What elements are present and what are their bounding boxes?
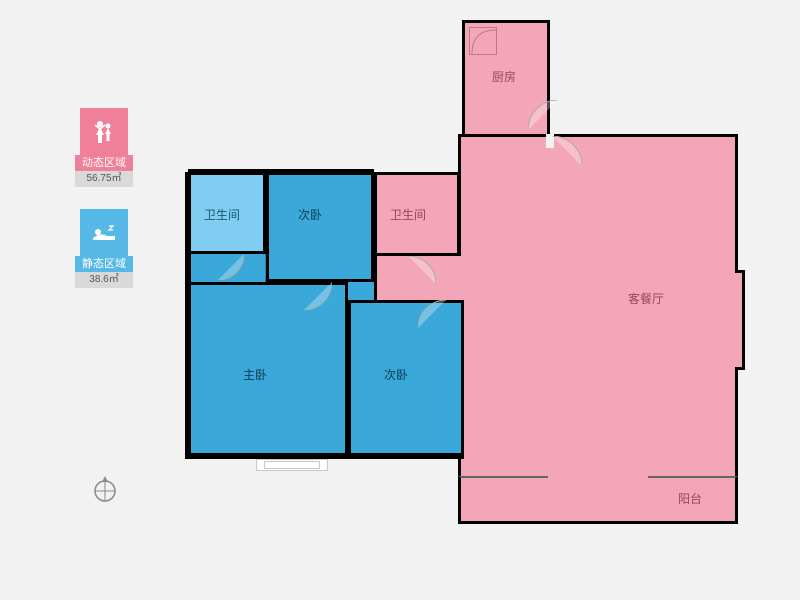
legend: 动态区域 56.75㎡ 静态区域 38.6㎡ bbox=[75, 108, 133, 310]
room-second-bed-bottom bbox=[348, 300, 464, 456]
window-master-inner bbox=[264, 461, 320, 469]
legend-dynamic-value: 56.75㎡ bbox=[75, 171, 133, 187]
floorplan: 厨房 阳台 客餐厅 卫生间 卫生间 次卧 主卧 次卧 bbox=[188, 20, 748, 560]
people-icon bbox=[80, 108, 128, 156]
hallway-opening bbox=[458, 260, 464, 296]
legend-dynamic-label: 动态区域 bbox=[75, 155, 133, 171]
outer-wall-top-blue bbox=[188, 169, 374, 175]
door-arc-bath-left bbox=[218, 254, 244, 280]
door-arc-bath-right bbox=[408, 256, 436, 284]
room-second-bed-top bbox=[266, 172, 374, 282]
balcony-door-opening bbox=[548, 474, 648, 480]
legend-dynamic: 动态区域 56.75㎡ bbox=[75, 108, 133, 187]
door-arc-kitchen bbox=[528, 100, 558, 130]
legend-static-value: 38.6㎡ bbox=[75, 272, 133, 288]
blue-corridor bbox=[348, 282, 374, 300]
room-living bbox=[458, 134, 738, 476]
room-balcony bbox=[458, 476, 738, 524]
door-arc-entry bbox=[552, 136, 582, 166]
sleep-icon bbox=[80, 209, 128, 257]
door-arc-second-bottom bbox=[418, 300, 446, 328]
door-arc-second-top bbox=[304, 282, 332, 310]
legend-static-label: 静态区域 bbox=[75, 256, 133, 272]
kitchen-fixture bbox=[469, 27, 497, 55]
living-right-bump bbox=[735, 270, 745, 370]
legend-static: 静态区域 38.6㎡ bbox=[75, 209, 133, 288]
room-bath-right bbox=[374, 172, 460, 256]
room-bath-left bbox=[188, 172, 266, 254]
outer-wall-left bbox=[185, 172, 191, 459]
compass-icon bbox=[90, 474, 120, 504]
kitchen-door-opening bbox=[484, 145, 524, 151]
